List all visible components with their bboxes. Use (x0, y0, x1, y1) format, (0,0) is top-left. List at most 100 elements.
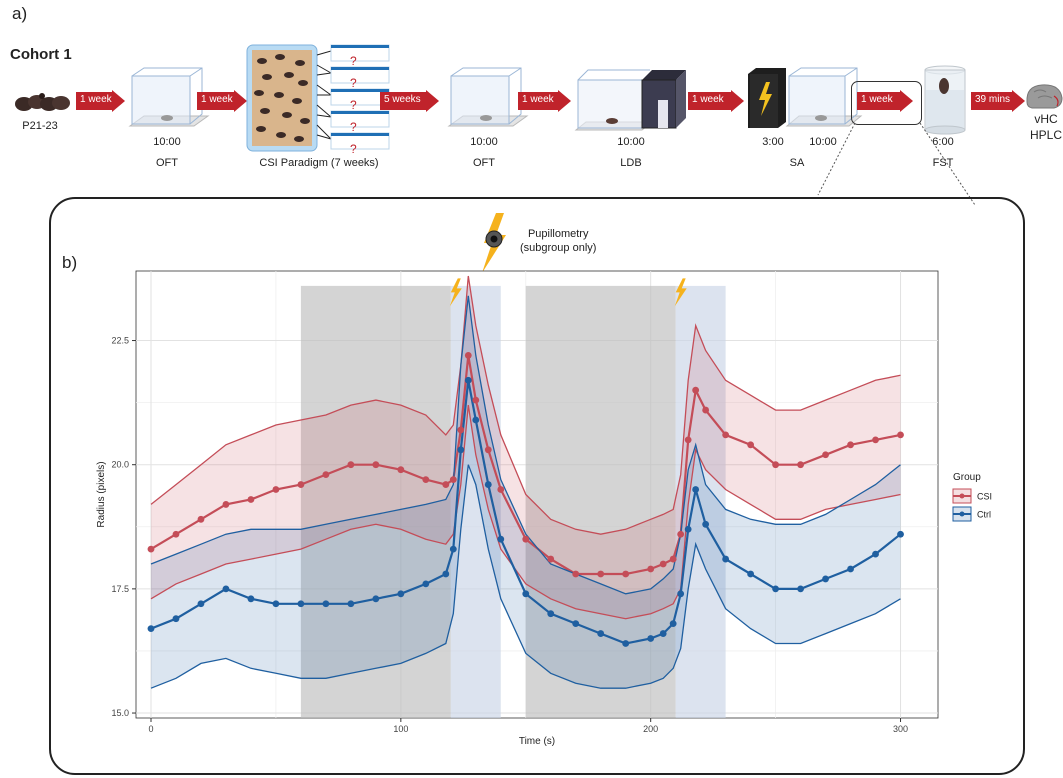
ctrl-data-point (847, 565, 854, 573)
arrow-5-label: 1 week (692, 94, 724, 105)
csi-data-point (484, 446, 492, 454)
sa-cage-icon (785, 67, 863, 127)
oft2-name: OFT (473, 157, 495, 169)
arrow-5: 1 week (688, 90, 744, 112)
ctrl-data-point (147, 625, 155, 632)
csi-data-point (669, 555, 677, 563)
y-tick-label: 20.0 (111, 460, 129, 470)
panel-a-label: a) (12, 4, 28, 23)
ctrl-data-point (247, 595, 255, 603)
oft-arena-icon (447, 67, 529, 127)
ctrl-data-point (684, 525, 692, 533)
csi-data-point (147, 545, 155, 553)
csi-name: CSI Paradigm (7 weeks) (259, 157, 379, 169)
legend-title: Group (953, 472, 981, 483)
ctrl-data-point (297, 600, 305, 608)
csi-data-point (897, 431, 904, 439)
ctrl-data-point (572, 620, 580, 628)
ctrl-data-point (464, 376, 472, 384)
legend-label: CSI (977, 492, 992, 502)
csi-data-point (747, 441, 755, 449)
oft1-time: 10:00 (153, 136, 181, 148)
ctrl-data-point (484, 481, 492, 488)
question-mark: ? (350, 76, 357, 90)
pupillometry-line-2: (subgroup only) (520, 242, 597, 254)
light-dark-box-icon (574, 69, 686, 131)
mouse-litter-icon (15, 93, 70, 111)
csi-data-point (692, 386, 700, 394)
ctrl-data-point (397, 590, 405, 598)
csi-data-point (457, 426, 465, 434)
ctrl-data-point (197, 600, 205, 608)
csi-data-point (702, 406, 710, 414)
arrow-4-label: 1 week (522, 94, 554, 105)
ldb-name: LDB (620, 157, 642, 169)
ctrl-data-point (822, 575, 829, 583)
csi-data-point (722, 431, 730, 439)
shaded-region (300, 285, 451, 718)
ctrl-data-point (897, 530, 904, 538)
cohort-title: Cohort 1 (10, 46, 72, 63)
oft-arena-icon (128, 67, 210, 127)
y-tick-label: 15.0 (111, 708, 129, 718)
legend: Group CSI Ctrl (952, 472, 992, 522)
shock-box-icon (748, 68, 786, 128)
csi-data-point (872, 436, 879, 444)
x-axis-label: Time (s) (519, 736, 555, 747)
ctrl-data-point (522, 590, 530, 598)
panel-b-label: b) (62, 253, 78, 272)
ctrl-ci-band (151, 295, 901, 689)
pupillometry-caption: Pupillometry (subgroup only) (520, 227, 596, 255)
arrow-7: 39 mins (971, 90, 1025, 112)
arrow-7-label: 39 mins (975, 94, 1011, 105)
legend-key-point (959, 511, 965, 517)
lightning-icon (449, 278, 462, 307)
ctrl-data-point (272, 600, 280, 608)
lightning-icon (674, 278, 687, 307)
arrow-1: 1 week (76, 90, 125, 112)
csi-lower-line (150, 405, 901, 620)
ctrl-data-point (702, 520, 710, 528)
confidence-bands (151, 276, 901, 689)
x-tick-label: 0 (148, 724, 153, 734)
ctrl-data-point (322, 600, 330, 608)
ctrl-data-point (449, 545, 457, 553)
ctrl-data-point (172, 615, 180, 623)
ctrl-data-point (872, 550, 879, 558)
ctrl-data-point (597, 630, 605, 637)
ctrl-lower-line (150, 464, 901, 689)
ctrl-upper-line (150, 295, 901, 595)
ctrl-data-point (772, 585, 780, 593)
csi-data-point (572, 570, 580, 578)
ldb-time: 10:00 (617, 136, 645, 148)
csi-data-point (247, 496, 255, 503)
forced-swim-beaker-icon (924, 65, 966, 135)
csi-data-point (547, 555, 555, 563)
arrow-6-label: 1 week (861, 94, 893, 105)
ctrl-data-point (547, 610, 555, 618)
arrow-4: 1 week (518, 90, 571, 112)
sa-name: SA (789, 157, 805, 169)
question-mark: ? (350, 142, 357, 156)
question-mark: ? (350, 120, 357, 134)
csi-data-point (397, 466, 405, 474)
ctrl-data-point (722, 555, 730, 563)
csi-data-point (647, 565, 655, 573)
legend-key-point (959, 493, 965, 499)
csi-data-point (347, 461, 355, 469)
ctrl-data-point (442, 570, 450, 578)
fst-time: 6:00 (932, 136, 954, 148)
csi-data-point (797, 461, 804, 469)
end-line-1: vHC (1034, 112, 1058, 126)
ctrl-data-point (797, 585, 804, 593)
csi-data-point (677, 530, 685, 538)
csi-data-point (372, 461, 380, 469)
ctrl-data-point (347, 600, 355, 608)
ctrl-data-point (422, 580, 430, 588)
brain-icon (1026, 84, 1063, 109)
csi-data-point (472, 396, 480, 404)
csi-data-point (449, 476, 457, 483)
ctrl-data-point (692, 486, 700, 493)
csi-data-point (772, 461, 780, 469)
arrow-1-label: 1 week (80, 94, 112, 105)
